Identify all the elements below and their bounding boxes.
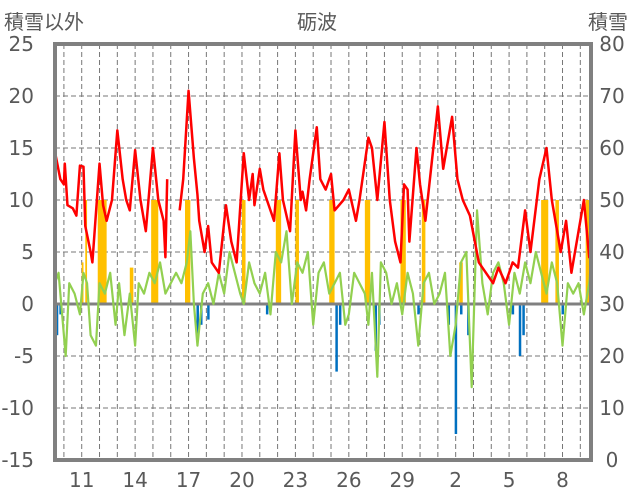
- left-tick-label: -5: [14, 344, 34, 368]
- right-tick-label: 50: [599, 188, 624, 212]
- snowfall-bar: [555, 200, 559, 304]
- snowfall-bar: [241, 200, 246, 304]
- left-tick-label: 5: [21, 240, 34, 264]
- red-series-line: [53, 129, 169, 264]
- x-tick-label: 20: [229, 468, 254, 492]
- snowfall-bar: [85, 200, 88, 304]
- negative-bar: [511, 304, 515, 315]
- snowfall-bar: [459, 262, 463, 304]
- snowfall-bar: [151, 200, 159, 304]
- snowfall-bar: [275, 200, 282, 304]
- negative-bar: [335, 304, 338, 372]
- left-axis-title: 積雪以外: [4, 10, 84, 34]
- x-tick-label: 26: [336, 468, 361, 492]
- x-tick-label: 14: [122, 468, 147, 492]
- left-tick-label: -10: [1, 396, 34, 420]
- x-tick-label: 2: [449, 468, 462, 492]
- left-tick-label: 0: [21, 292, 34, 316]
- green-series-line: [53, 209, 593, 389]
- x-tick-label: 8: [556, 468, 569, 492]
- negative-bar: [417, 304, 420, 315]
- right-tick-label: 70: [599, 84, 624, 108]
- snowfall-bar: [400, 200, 406, 304]
- right-tick-label: 0: [606, 448, 619, 472]
- snowfall-bar: [364, 200, 371, 304]
- snowfall-bar: [421, 200, 426, 304]
- negative-bar: [55, 304, 59, 336]
- negative-bar: [265, 304, 269, 315]
- negative-bar: [196, 304, 199, 341]
- negative-bar: [454, 304, 458, 434]
- negative-bar: [518, 304, 522, 356]
- x-tick-label: 11: [69, 468, 94, 492]
- right-tick-label: 60: [599, 136, 624, 160]
- right-tick-label: 40: [599, 240, 624, 264]
- left-tick-label: 10: [9, 188, 34, 212]
- right-tick-label: 80: [599, 32, 624, 56]
- plot-frame: [53, 42, 593, 462]
- chart-title: 砺波: [297, 10, 337, 34]
- x-tick-label: 5: [503, 468, 516, 492]
- snowfall-bar: [541, 200, 549, 304]
- negative-bar: [338, 304, 342, 325]
- snowfall-bar: [329, 200, 335, 304]
- left-tick-label: 15: [9, 136, 34, 160]
- snowfall-bar: [295, 200, 299, 304]
- right-tick-label: 10: [599, 396, 624, 420]
- left-tick-label: 25: [9, 32, 34, 56]
- negative-bar: [207, 304, 210, 320]
- left-tick-label: 20: [9, 84, 34, 108]
- negative-bar: [561, 304, 565, 315]
- x-tick-label: 17: [176, 468, 201, 492]
- negative-bar: [447, 304, 451, 325]
- right-axis-title: 積雪: [588, 10, 628, 34]
- snowfall-bar: [585, 200, 590, 304]
- red-series-line: [178, 89, 593, 285]
- right-tick-label: 30: [599, 292, 624, 316]
- x-tick-label: 23: [283, 468, 308, 492]
- left-tick-label: -15: [1, 448, 34, 472]
- snowfall-bar: [97, 200, 107, 304]
- negative-bar: [522, 304, 525, 336]
- right-tick-label: 20: [599, 344, 624, 368]
- x-tick-label: 29: [390, 468, 415, 492]
- negative-bar: [460, 304, 463, 315]
- snowfall-bar: [129, 267, 134, 304]
